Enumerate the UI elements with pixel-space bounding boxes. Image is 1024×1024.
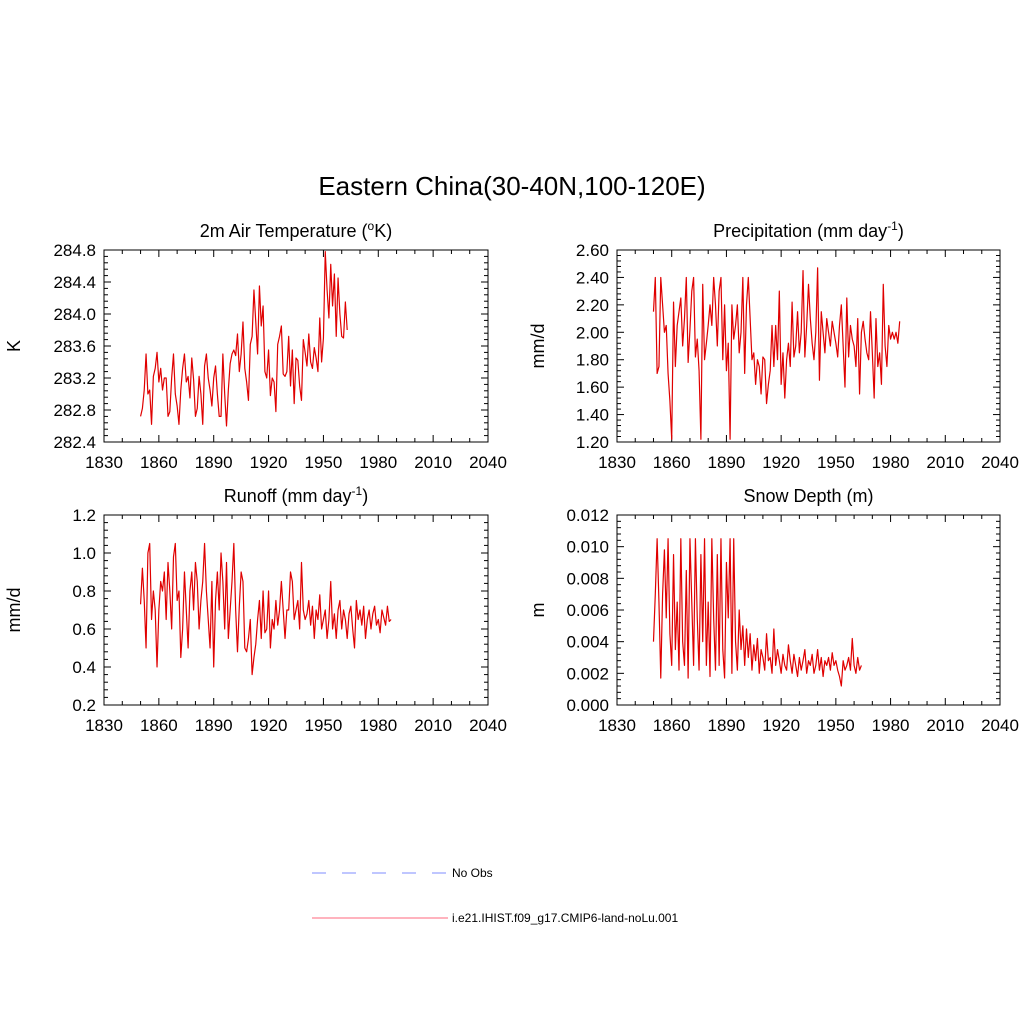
x-tick-label: 1830 — [85, 453, 123, 472]
panel-title: Snow Depth (m) — [743, 486, 873, 506]
y-tick-label: 284.8 — [53, 241, 96, 260]
panel-title-tail: ) — [362, 486, 368, 506]
y-tick-label: 0.006 — [566, 601, 609, 620]
y-tick-label: 2.60 — [576, 241, 609, 260]
y-tick-label: 2.40 — [576, 268, 609, 287]
x-tick-label: 1950 — [817, 453, 855, 472]
x-tick-label: 1950 — [305, 716, 343, 735]
x-tick-label: 1890 — [708, 453, 746, 472]
x-tick-label: 1890 — [708, 716, 746, 735]
series-line-snow-depth — [652, 538, 862, 687]
plot-frame — [103, 249, 489, 443]
panel-title-tail: ) — [898, 221, 904, 241]
y-axis-label: m — [528, 603, 548, 618]
y-tick-label: 283.6 — [53, 337, 96, 356]
y-tick-label: 2.20 — [576, 296, 609, 315]
x-tick-label: 1830 — [598, 716, 636, 735]
x-tick-label: 2040 — [981, 716, 1019, 735]
x-tick-label: 1920 — [762, 716, 800, 735]
panel-title-main: 2m Air Temperature ( — [200, 221, 368, 241]
panel-precipitation: 1830 1860 1890 1920 1950 1980 2010 2040 1.20 1.40… — [528, 219, 1019, 472]
plot-frame — [616, 249, 1001, 443]
y-tick-label: 1.2 — [72, 506, 96, 525]
x-tick-label: 1980 — [872, 453, 910, 472]
panel-snow-depth: 1830 1860 1890 1920 1950 1980 2010 2040 0.000 0.0… — [528, 486, 1019, 735]
x-tick-label: 1830 — [598, 453, 636, 472]
y-tick-label: 282.4 — [53, 433, 96, 452]
series-line-air-temperature — [139, 251, 348, 427]
x-tick-label: 2040 — [981, 453, 1019, 472]
x-tick-label: 1890 — [195, 716, 233, 735]
panel-title-main: Snow Depth (m) — [743, 486, 873, 506]
x-tick-label: 1920 — [250, 716, 288, 735]
x-tick-label: 1980 — [359, 716, 397, 735]
panel-title-superscript: o — [368, 219, 375, 233]
chart-panels: 1830 1860 1890 1920 1950 1980 2010 2040 282.4 282… — [4, 219, 1019, 735]
x-tick-label: 2040 — [469, 716, 507, 735]
y-tick-label: 1.20 — [576, 433, 609, 452]
panel-title: Runoff (mm day-1) — [224, 484, 368, 506]
y-tick-label: 1.60 — [576, 378, 609, 397]
x-tick-label: 1920 — [250, 453, 288, 472]
panel-title: Precipitation (mm day-1) — [713, 219, 904, 241]
x-tick-label: 2040 — [469, 453, 507, 472]
panel-title-main: Runoff (mm day — [224, 486, 352, 506]
x-tick-label: 1980 — [359, 453, 397, 472]
x-tick-label: 2010 — [414, 716, 452, 735]
legend-label-no-obs: No Obs — [452, 866, 493, 880]
y-tick-label: 0.6 — [72, 620, 96, 639]
y-tick-label: 284.0 — [53, 305, 96, 324]
y-tick-label: 0.008 — [566, 569, 609, 588]
y-tick-label: 1.40 — [576, 406, 609, 425]
y-tick-label: 0.8 — [72, 582, 96, 601]
y-tick-label: 0.002 — [566, 664, 609, 683]
main-title: Eastern China(30-40N,100-120E) — [318, 171, 705, 201]
x-tick-label: 2010 — [926, 453, 964, 472]
x-tick-label: 2010 — [414, 453, 452, 472]
series-line-precipitation — [652, 267, 901, 440]
x-tick-label: 1860 — [653, 716, 691, 735]
y-tick-label: 284.4 — [53, 273, 96, 292]
x-tick-label: 1950 — [817, 716, 855, 735]
legend-label-model: i.e21.IHIST.f09_g17.CMIP6-land-noLu.001 — [452, 911, 678, 925]
panel-title: 2m Air Temperature (oK) — [200, 219, 392, 241]
y-tick-label: 0.010 — [566, 538, 609, 557]
plot-frame — [103, 514, 489, 706]
y-tick-label: 282.8 — [53, 401, 96, 420]
y-tick-label: 0.4 — [72, 658, 96, 677]
y-axis-label: mm/d — [528, 324, 548, 369]
x-tick-label: 1890 — [195, 453, 233, 472]
x-tick-label: 1830 — [85, 716, 123, 735]
y-tick-label: 0.000 — [566, 696, 609, 715]
legend: No Obs i.e21.IHIST.f09_g17.CMIP6-land-no… — [312, 866, 678, 925]
x-tick-label: 1980 — [872, 716, 910, 735]
y-tick-label: 283.2 — [53, 369, 96, 388]
y-tick-label: 1.0 — [72, 544, 96, 563]
x-tick-label: 2010 — [926, 716, 964, 735]
y-tick-label: 0.012 — [566, 506, 609, 525]
y-tick-label: 1.80 — [576, 351, 609, 370]
x-tick-label: 1950 — [305, 453, 343, 472]
panel-title-main: Precipitation (mm day — [713, 221, 887, 241]
y-axis-label: K — [4, 340, 24, 352]
y-axis-label: mm/d — [4, 588, 24, 633]
x-tick-label: 1920 — [762, 453, 800, 472]
x-tick-label: 1860 — [140, 716, 178, 735]
panel-runoff: 1830 1860 1890 1920 1950 1980 2010 2040 0.2 0.4 0.… — [4, 484, 507, 735]
panel-title-superscript: -1 — [887, 219, 898, 233]
y-tick-label: 0.2 — [72, 696, 96, 715]
x-tick-label: 1860 — [653, 453, 691, 472]
panel-title-superscript: -1 — [352, 484, 363, 498]
panel-air-temperature: 1830 1860 1890 1920 1950 1980 2010 2040 282.4 282… — [4, 219, 507, 472]
x-tick-label: 1860 — [140, 453, 178, 472]
panel-title-tail: K) — [374, 221, 392, 241]
y-tick-label: 2.00 — [576, 323, 609, 342]
y-tick-label: 0.004 — [566, 633, 609, 652]
series-line-runoff — [139, 542, 392, 676]
